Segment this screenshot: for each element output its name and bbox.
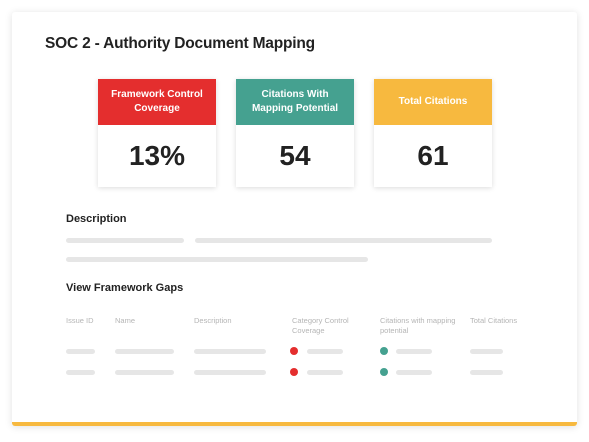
column-header-total-citations: Total Citations xyxy=(470,316,518,325)
mapping-placeholder xyxy=(396,370,432,375)
coverage-placeholder xyxy=(307,349,343,354)
stat-card-control-coverage[interactable]: Framework Control Coverage 13% xyxy=(98,79,216,187)
stat-label: Framework Control Coverage xyxy=(98,79,216,125)
accent-bar xyxy=(12,422,577,426)
issue-id-placeholder xyxy=(66,349,95,354)
total-citations-placeholder xyxy=(470,349,503,354)
name-placeholder xyxy=(115,370,174,375)
total-citations-placeholder xyxy=(470,370,503,375)
description-placeholder xyxy=(194,349,266,354)
mapping-card: SOC 2 - Authority Document Mapping Frame… xyxy=(12,12,577,426)
description-placeholder-line xyxy=(66,257,368,262)
framework-gaps-heading[interactable]: View Framework Gaps xyxy=(66,282,184,294)
name-placeholder xyxy=(115,349,174,354)
stat-value: 61 xyxy=(417,140,449,171)
stat-value: 54 xyxy=(279,140,311,171)
stat-card-mapping-potential[interactable]: Citations With Mapping Potential 54 xyxy=(236,79,354,187)
column-header-category-control-coverage: Category Control Coverage xyxy=(292,316,349,335)
coverage-placeholder xyxy=(307,370,343,375)
description-placeholder-line xyxy=(195,238,492,243)
mapping-placeholder xyxy=(396,349,432,354)
description-placeholder xyxy=(194,370,266,375)
stat-value: 13% xyxy=(128,140,186,171)
stat-card-total-citations[interactable]: Total Citations 61 xyxy=(374,79,492,187)
column-header-description: Description xyxy=(194,316,232,325)
description-heading: Description xyxy=(66,213,127,225)
coverage-status-dot xyxy=(290,368,298,376)
mapping-status-dot xyxy=(380,347,388,355)
mapping-status-dot xyxy=(380,368,388,376)
description-placeholder-line xyxy=(66,238,184,243)
stat-label: Citations With Mapping Potential xyxy=(236,79,354,125)
page-title: SOC 2 - Authority Document Mapping xyxy=(45,35,315,52)
column-header-citations-mapping-potential: Citations with mapping potential xyxy=(380,316,456,335)
issue-id-placeholder xyxy=(66,370,95,375)
column-header-issue-id: Issue ID xyxy=(66,316,94,325)
column-header-name: Name xyxy=(115,316,136,325)
coverage-status-dot xyxy=(290,347,298,355)
stat-label: Total Citations xyxy=(374,79,492,125)
